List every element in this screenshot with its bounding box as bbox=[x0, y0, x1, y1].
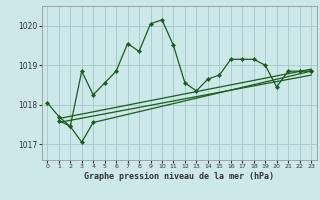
X-axis label: Graphe pression niveau de la mer (hPa): Graphe pression niveau de la mer (hPa) bbox=[84, 172, 274, 181]
